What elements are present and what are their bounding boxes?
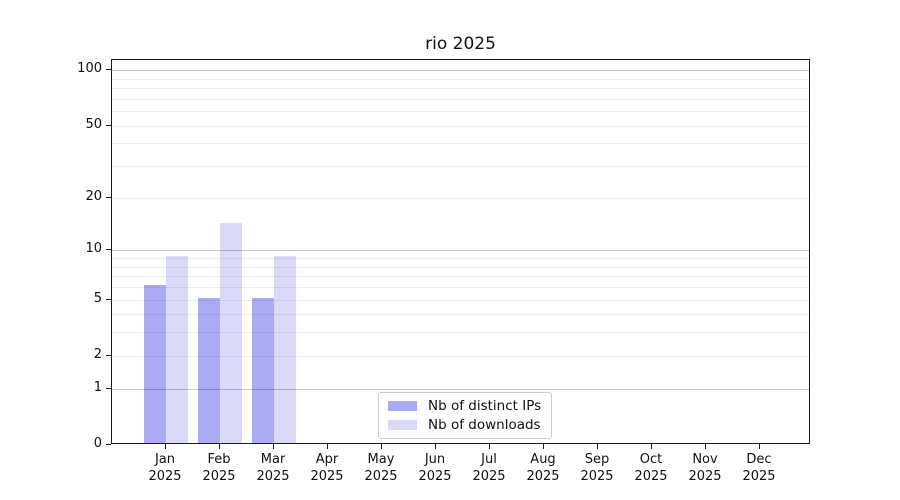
- x-tick-label: Sep 2025: [580, 452, 614, 484]
- gridline-minor: [112, 314, 809, 316]
- y-tick-mark: [106, 354, 111, 356]
- bar-downloads: [166, 256, 188, 443]
- legend-item: Nb of distinct IPs: [388, 398, 541, 414]
- gridline-minor: [112, 197, 809, 199]
- x-tick-label: Jan 2025: [148, 452, 182, 484]
- gridline-minor: [112, 166, 809, 168]
- gridline-minor: [112, 143, 809, 145]
- gridline-major: [112, 250, 809, 252]
- x-tick-label: Mar 2025: [256, 452, 290, 484]
- chart-title: rio 2025: [425, 34, 496, 54]
- gridline-minor: [112, 332, 809, 334]
- x-tick-mark: [435, 444, 436, 449]
- x-tick-label: May 2025: [364, 452, 398, 484]
- y-tick-mark: [106, 124, 111, 126]
- y-tick-label: 50: [85, 116, 102, 132]
- y-tick-mark: [106, 298, 111, 300]
- plot-area: [111, 59, 810, 444]
- x-tick-mark: [489, 444, 490, 449]
- y-tick-mark: [106, 249, 111, 251]
- y-tick-label: 2: [93, 346, 102, 362]
- x-tick-label: Feb 2025: [202, 452, 236, 484]
- y-tick-mark: [106, 69, 111, 71]
- x-tick-label: Apr 2025: [310, 452, 344, 484]
- legend-label: Nb of downloads: [428, 417, 541, 433]
- bar-downloads: [220, 223, 242, 443]
- gridline-major: [112, 70, 809, 72]
- legend: Nb of distinct IPs Nb of downloads: [378, 392, 553, 439]
- gridline-minor: [112, 111, 809, 113]
- gridline-minor: [112, 299, 809, 301]
- x-tick-label: Dec 2025: [742, 452, 776, 484]
- legend-swatch-distinct-ips: [388, 401, 417, 411]
- y-tick-label: 0: [93, 436, 102, 451]
- bar-distinct-ips: [144, 285, 166, 443]
- bar-downloads: [274, 256, 296, 443]
- legend-swatch-downloads: [388, 420, 417, 430]
- bar-distinct-ips: [198, 297, 220, 443]
- gridline-minor: [112, 78, 809, 80]
- y-tick-label: 5: [93, 290, 102, 306]
- x-tick-label: Aug 2025: [526, 452, 560, 484]
- gridline-minor: [112, 276, 809, 278]
- legend-label: Nb of distinct IPs: [428, 398, 542, 414]
- gridline-minor: [112, 125, 809, 127]
- x-tick-mark: [381, 444, 382, 449]
- x-tick-mark: [651, 444, 652, 449]
- y-tick-label: 10: [85, 241, 102, 257]
- gridline-minor: [112, 258, 809, 259]
- gridline-minor: [112, 98, 809, 100]
- x-tick-label: Oct 2025: [634, 452, 668, 484]
- y-tick-mark: [106, 444, 111, 445]
- gridline-minor: [112, 287, 809, 288]
- gridline-minor: [112, 88, 809, 90]
- x-tick-mark: [165, 444, 166, 449]
- y-tick-label: 100: [77, 61, 102, 77]
- x-tick-mark: [219, 444, 220, 449]
- legend-item: Nb of downloads: [388, 417, 541, 433]
- x-tick-mark: [273, 444, 274, 449]
- y-tick-mark: [106, 196, 111, 198]
- bar-distinct-ips: [252, 297, 274, 443]
- x-tick-mark: [327, 444, 328, 449]
- x-tick-mark: [759, 444, 760, 449]
- x-tick-label: Nov 2025: [688, 452, 722, 484]
- y-tick-mark: [106, 387, 111, 389]
- gridline-major: [112, 388, 809, 390]
- gridline-minor: [112, 266, 809, 268]
- x-tick-mark: [597, 444, 598, 449]
- x-tick-label: Jun 2025: [418, 452, 452, 484]
- y-tick-label: 20: [85, 188, 102, 204]
- x-tick-label: Jul 2025: [472, 452, 506, 484]
- x-tick-mark: [705, 444, 706, 449]
- y-tick-label: 1: [93, 379, 102, 395]
- gridline-minor: [112, 355, 809, 357]
- x-tick-mark: [543, 444, 544, 449]
